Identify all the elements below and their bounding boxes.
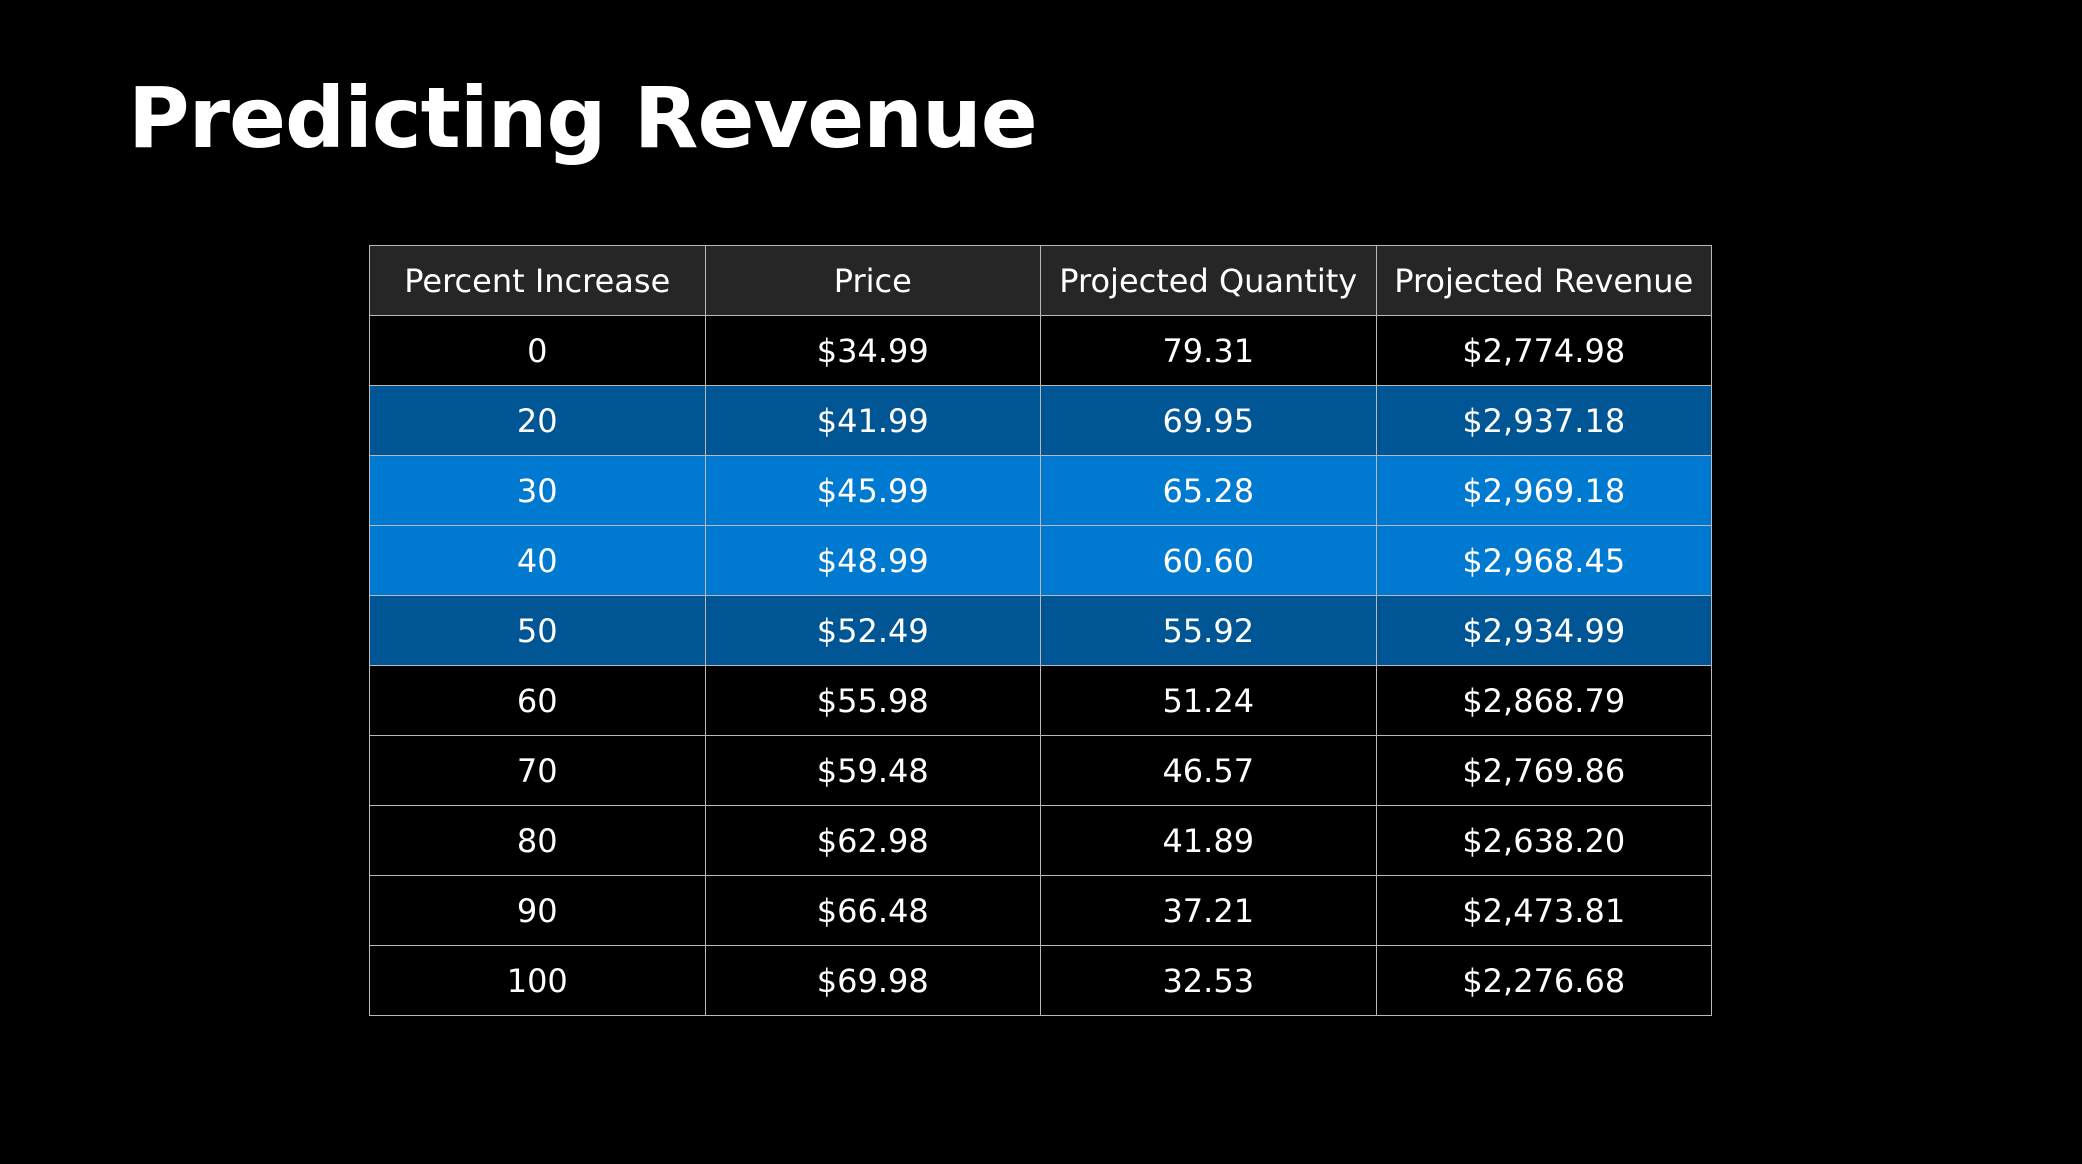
table-row: 80 $62.98 41.89 $2,638.20 bbox=[369, 805, 1712, 876]
cell-projected-revenue: $2,868.79 bbox=[1375, 665, 1712, 736]
revenue-table: Percent Increase Price Projected Quantit… bbox=[369, 245, 1712, 1016]
cell-percent-increase: 40 bbox=[369, 525, 706, 596]
cell-projected-quantity: 41.89 bbox=[1040, 805, 1377, 876]
cell-percent-increase: 80 bbox=[369, 805, 706, 876]
cell-projected-revenue: $2,473.81 bbox=[1375, 875, 1712, 946]
cell-price: $48.99 bbox=[704, 525, 1041, 596]
cell-price: $66.48 bbox=[704, 875, 1041, 946]
cell-price: $45.99 bbox=[704, 455, 1041, 526]
cell-projected-revenue: $2,969.18 bbox=[1375, 455, 1712, 526]
cell-projected-revenue: $2,774.98 bbox=[1375, 315, 1712, 386]
cell-projected-quantity: 55.92 bbox=[1040, 595, 1377, 666]
cell-price: $62.98 bbox=[704, 805, 1041, 876]
cell-percent-increase: 20 bbox=[369, 385, 706, 456]
cell-projected-quantity: 65.28 bbox=[1040, 455, 1377, 526]
cell-percent-increase: 60 bbox=[369, 665, 706, 736]
header-price: Price bbox=[704, 245, 1041, 316]
cell-projected-quantity: 32.53 bbox=[1040, 945, 1377, 1016]
cell-price: $55.98 bbox=[704, 665, 1041, 736]
cell-projected-revenue: $2,769.86 bbox=[1375, 735, 1712, 806]
table-row: 30 $45.99 65.28 $2,969.18 bbox=[369, 455, 1712, 526]
cell-price: $34.99 bbox=[704, 315, 1041, 386]
table-row: 70 $59.48 46.57 $2,769.86 bbox=[369, 735, 1712, 806]
table-row: 0 $34.99 79.31 $2,774.98 bbox=[369, 315, 1712, 386]
header-percent-increase: Percent Increase bbox=[369, 245, 706, 316]
table-row: 100 $69.98 32.53 $2,276.68 bbox=[369, 945, 1712, 1016]
cell-projected-quantity: 37.21 bbox=[1040, 875, 1377, 946]
table-row: 60 $55.98 51.24 $2,868.79 bbox=[369, 665, 1712, 736]
cell-projected-quantity: 46.57 bbox=[1040, 735, 1377, 806]
cell-projected-revenue: $2,934.99 bbox=[1375, 595, 1712, 666]
cell-percent-increase: 100 bbox=[369, 945, 706, 1016]
cell-projected-revenue: $2,937.18 bbox=[1375, 385, 1712, 456]
cell-price: $59.48 bbox=[704, 735, 1041, 806]
cell-price: $69.98 bbox=[704, 945, 1041, 1016]
cell-projected-quantity: 69.95 bbox=[1040, 385, 1377, 456]
cell-projected-quantity: 79.31 bbox=[1040, 315, 1377, 386]
cell-percent-increase: 0 bbox=[369, 315, 706, 386]
cell-percent-increase: 70 bbox=[369, 735, 706, 806]
table-row: 40 $48.99 60.60 $2,968.45 bbox=[369, 525, 1712, 596]
table-row: 20 $41.99 69.95 $2,937.18 bbox=[369, 385, 1712, 456]
header-projected-revenue: Projected Revenue bbox=[1375, 245, 1712, 316]
cell-projected-revenue: $2,276.68 bbox=[1375, 945, 1712, 1016]
cell-projected-quantity: 60.60 bbox=[1040, 525, 1377, 596]
cell-price: $52.49 bbox=[704, 595, 1041, 666]
table-row: 90 $66.48 37.21 $2,473.81 bbox=[369, 875, 1712, 946]
table-row: 50 $52.49 55.92 $2,934.99 bbox=[369, 595, 1712, 666]
cell-projected-revenue: $2,638.20 bbox=[1375, 805, 1712, 876]
cell-projected-revenue: $2,968.45 bbox=[1375, 525, 1712, 596]
table-header-row: Percent Increase Price Projected Quantit… bbox=[369, 245, 1712, 316]
cell-percent-increase: 90 bbox=[369, 875, 706, 946]
cell-projected-quantity: 51.24 bbox=[1040, 665, 1377, 736]
header-projected-quantity: Projected Quantity bbox=[1040, 245, 1377, 316]
cell-price: $41.99 bbox=[704, 385, 1041, 456]
slide-title: Predicting Revenue bbox=[128, 69, 1038, 167]
cell-percent-increase: 30 bbox=[369, 455, 706, 526]
revenue-table-container: Percent Increase Price Projected Quantit… bbox=[369, 245, 1712, 1016]
cell-percent-increase: 50 bbox=[369, 595, 706, 666]
table-body: 0 $34.99 79.31 $2,774.98 20 $41.99 69.95… bbox=[369, 315, 1712, 1016]
